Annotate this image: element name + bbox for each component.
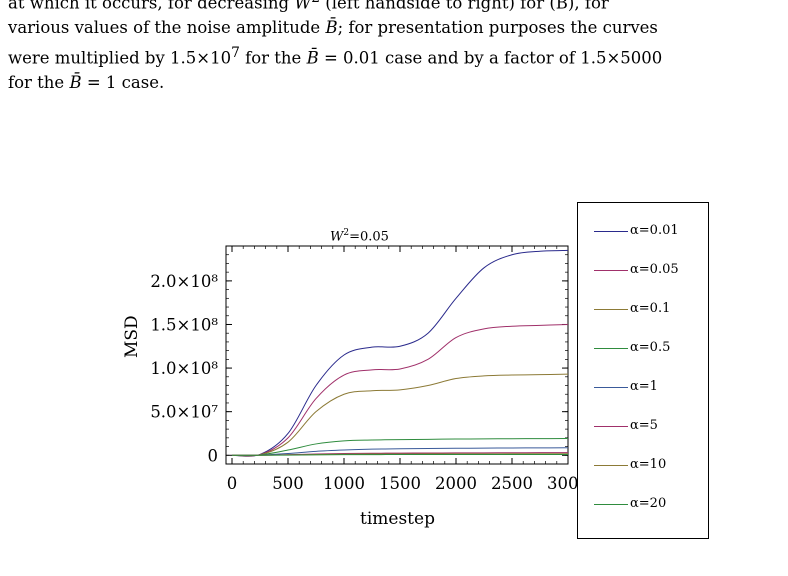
caption-text: at which it occurs, for decreasing W2 (l… (0, 0, 788, 95)
x-tick-label: 500 (272, 474, 304, 493)
series-lines (231, 249, 569, 457)
legend-item: α=10 (578, 457, 708, 475)
y-tick-labels: 0 5.0×10⁷ 1.0×10⁸ 1.5×10⁸ 2.0×10⁸ (150, 272, 218, 465)
legend-label: α=0.05 (630, 262, 679, 277)
legend-item: α=5 (578, 418, 708, 436)
legend-swatch (594, 309, 628, 310)
series-line (231, 323, 569, 457)
legend-swatch (594, 270, 628, 271)
legend-item: α=0.05 (578, 262, 708, 280)
caption-line-4: for the B̄ = 1 case. (8, 72, 165, 92)
legend-label: α=10 (630, 457, 667, 472)
axis-ticks (226, 246, 569, 464)
series-line (231, 373, 569, 457)
legend-item: α=0.01 (578, 223, 708, 241)
legend-swatch (594, 465, 628, 466)
caption-line-1: at which it occurs, for decreasing W2 (l… (8, 0, 609, 13)
caption-line-3: were multiplied by 1.5×107 for the B̄ = … (8, 44, 663, 68)
legend-item: α=0.1 (578, 301, 708, 319)
legend-label: α=0.5 (630, 340, 671, 355)
plot-frame (225, 245, 569, 465)
legend-label: α=20 (630, 496, 667, 511)
legend-label: α=1 (630, 379, 658, 394)
y-tick-label: 1.5×10⁸ (150, 315, 218, 334)
chart-title: W2=0.05 (330, 228, 389, 245)
legend-swatch (594, 231, 628, 232)
x-axis-label: timestep (360, 509, 435, 529)
series-line (231, 438, 569, 456)
series-line (231, 447, 569, 456)
y-tick-label: 0 (208, 446, 219, 465)
x-tick-label: 0 (227, 474, 238, 493)
x-tick-label: 2000 (435, 474, 477, 493)
x-tick-label: 1000 (323, 474, 365, 493)
legend-label: α=0.1 (630, 301, 671, 316)
legend-item: α=1 (578, 379, 708, 397)
series-line (231, 453, 568, 456)
legend-swatch (594, 504, 628, 505)
y-tick-label: 1.0×10⁸ (150, 359, 218, 378)
legend-swatch (594, 348, 628, 349)
y-tick-label: 5.0×10⁷ (150, 403, 218, 422)
caption-line-2: various values of the noise amplitude B̄… (8, 18, 658, 37)
y-axis-label: MSD (122, 315, 142, 358)
legend: α=0.01 α=0.05 α=0.1 α=0.5 α=1 α=5 α=10 α=20 (577, 202, 709, 539)
legend-swatch (594, 387, 628, 388)
legend-item: α=20 (578, 496, 708, 514)
legend-label: α=0.01 (630, 223, 679, 238)
x-tick-label: 2500 (491, 474, 533, 493)
legend-label: α=5 (630, 418, 658, 433)
x-tick-label: 1500 (379, 474, 421, 493)
legend-swatch (594, 426, 628, 427)
x-tick-labels: 0 500 1000 1500 2000 2500 3000 (227, 474, 589, 493)
y-tick-label: 2.0×10⁸ (150, 272, 218, 291)
series-line (231, 249, 569, 457)
legend-item: α=0.5 (578, 340, 708, 358)
